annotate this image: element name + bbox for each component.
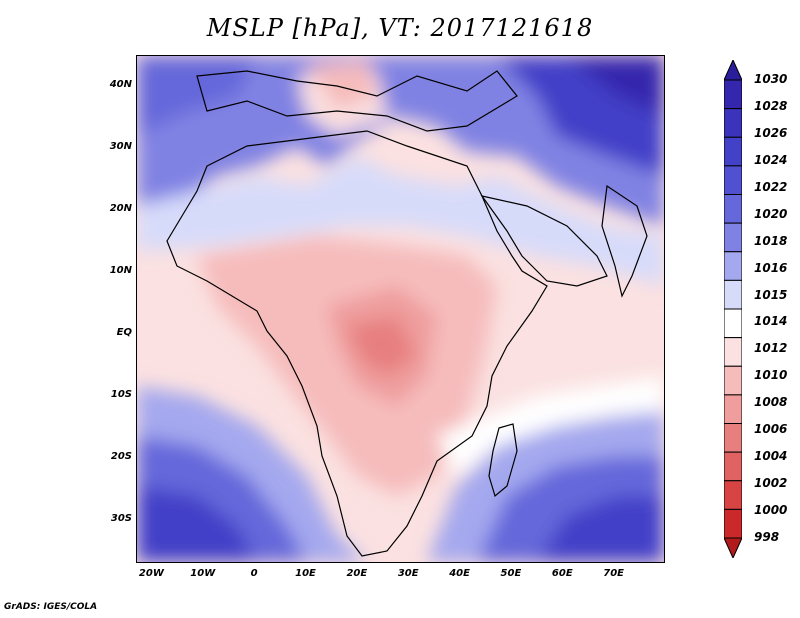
lon-tick-label: 20W bbox=[138, 568, 164, 579]
grads-credit: GrADS: IGES/COLA bbox=[4, 602, 98, 612]
lon-tick-label: 0 bbox=[250, 568, 258, 579]
colorbar-level-label: 1010 bbox=[754, 368, 788, 383]
colorbar-level-label: 1024 bbox=[754, 152, 788, 167]
colorbar bbox=[724, 60, 742, 558]
lon-tick-label: 30E bbox=[397, 568, 419, 579]
colorbar-level-label: 1006 bbox=[754, 422, 788, 437]
colorbar-swatch bbox=[724, 222, 742, 253]
colorbar-level-label: 1014 bbox=[754, 314, 788, 329]
colorbar-level-label: 1026 bbox=[754, 125, 788, 140]
colorbar-swatch bbox=[724, 394, 742, 424]
colorbar-swatch bbox=[724, 423, 742, 453]
colorbar-swatch bbox=[724, 251, 742, 281]
colorbar-swatch bbox=[724, 508, 742, 539]
colorbar-level-label: 1000 bbox=[754, 503, 788, 518]
colorbar-level-label: 1016 bbox=[754, 260, 788, 275]
colorbar-level-label: 1028 bbox=[754, 98, 788, 113]
lon-tick-label: 60E bbox=[551, 568, 573, 579]
colorbar-swatch bbox=[724, 337, 742, 367]
lat-tick-label: 20S bbox=[110, 450, 132, 462]
lon-tick-label: 20E bbox=[346, 568, 368, 579]
colorbar-level-label: 1002 bbox=[754, 476, 788, 491]
colorbar-level-label: 1030 bbox=[754, 72, 788, 86]
lon-tick-label: 70E bbox=[603, 568, 625, 579]
map-title: MSLP [hPa], VT: 2017121618 bbox=[206, 14, 594, 42]
colorbar-swatch bbox=[724, 108, 742, 138]
africa-coastline bbox=[166, 130, 548, 557]
colorbar-top-arrow bbox=[724, 60, 742, 81]
lon-tick-label: 50E bbox=[500, 568, 522, 579]
colorbar-swatch bbox=[724, 165, 742, 195]
colorbar-level-label: 1008 bbox=[754, 395, 788, 410]
pressure-field bbox=[137, 56, 664, 562]
colorbar-level-label: 1012 bbox=[754, 341, 788, 356]
madagascar-coastline bbox=[488, 423, 518, 498]
colorbar-bottom-arrow bbox=[724, 537, 742, 558]
lat-tick-label: 20N bbox=[109, 202, 132, 214]
lat-tick-label: 40N bbox=[109, 78, 132, 90]
colorbar-level-label: 1020 bbox=[754, 206, 788, 221]
lat-tick-label: 30N bbox=[109, 140, 132, 152]
colorbar-swatch bbox=[724, 194, 742, 224]
lon-tick-label: 10E bbox=[295, 568, 316, 579]
lat-tick-label: 30S bbox=[110, 512, 132, 524]
colorbar-swatch bbox=[724, 308, 742, 339]
colorbar-swatch bbox=[724, 79, 742, 110]
colorbar-swatch bbox=[724, 365, 742, 396]
arabia-coastline bbox=[480, 195, 608, 287]
colorbar-swatch bbox=[724, 136, 742, 167]
lat-tick-label: 10N bbox=[109, 264, 132, 276]
colorbar-swatch bbox=[724, 451, 742, 482]
colorbar-level-label: 1015 bbox=[754, 287, 788, 302]
colorbar-level-label: 1018 bbox=[754, 233, 788, 248]
colorbar-swatch bbox=[724, 480, 742, 510]
lat-tick-label: EQ bbox=[116, 326, 132, 338]
lat-tick-label: 10S bbox=[110, 388, 132, 400]
colorbar-level-label: 1022 bbox=[754, 179, 788, 194]
colorbar-level-label: 1004 bbox=[754, 449, 788, 464]
india-coastline bbox=[601, 184, 648, 298]
lon-tick-label: 10W bbox=[190, 568, 216, 579]
europe-coastline bbox=[196, 70, 518, 132]
colorbar-level-label: 998 bbox=[754, 530, 780, 544]
colorbar-swatch bbox=[724, 279, 742, 310]
pressure-map bbox=[136, 55, 665, 563]
lon-tick-label: 40E bbox=[449, 568, 470, 579]
